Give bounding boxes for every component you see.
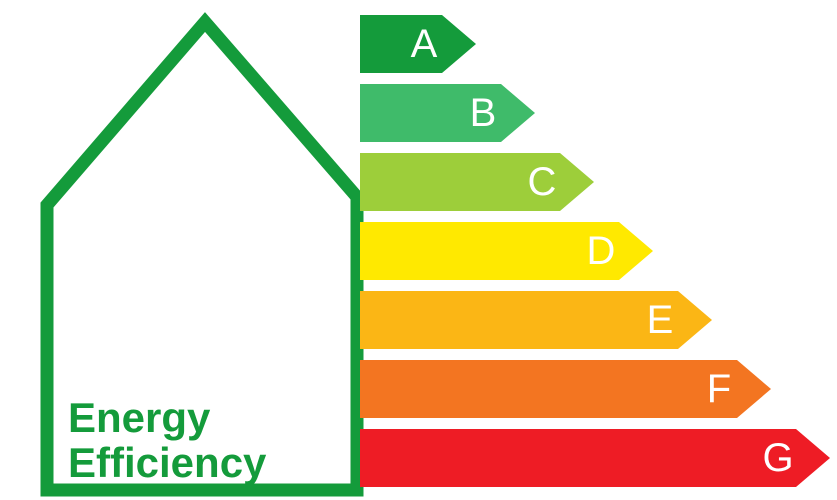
- rating-bar-g: [360, 429, 830, 487]
- house-label: Energy Efficiency: [68, 395, 266, 486]
- rating-bar-f: [360, 360, 771, 418]
- rating-bar-e: [360, 291, 712, 349]
- rating-bar-d: [360, 222, 653, 280]
- rating-bar-c: [360, 153, 594, 211]
- rating-bar-b: [360, 84, 535, 142]
- rating-bar-a: [360, 15, 476, 73]
